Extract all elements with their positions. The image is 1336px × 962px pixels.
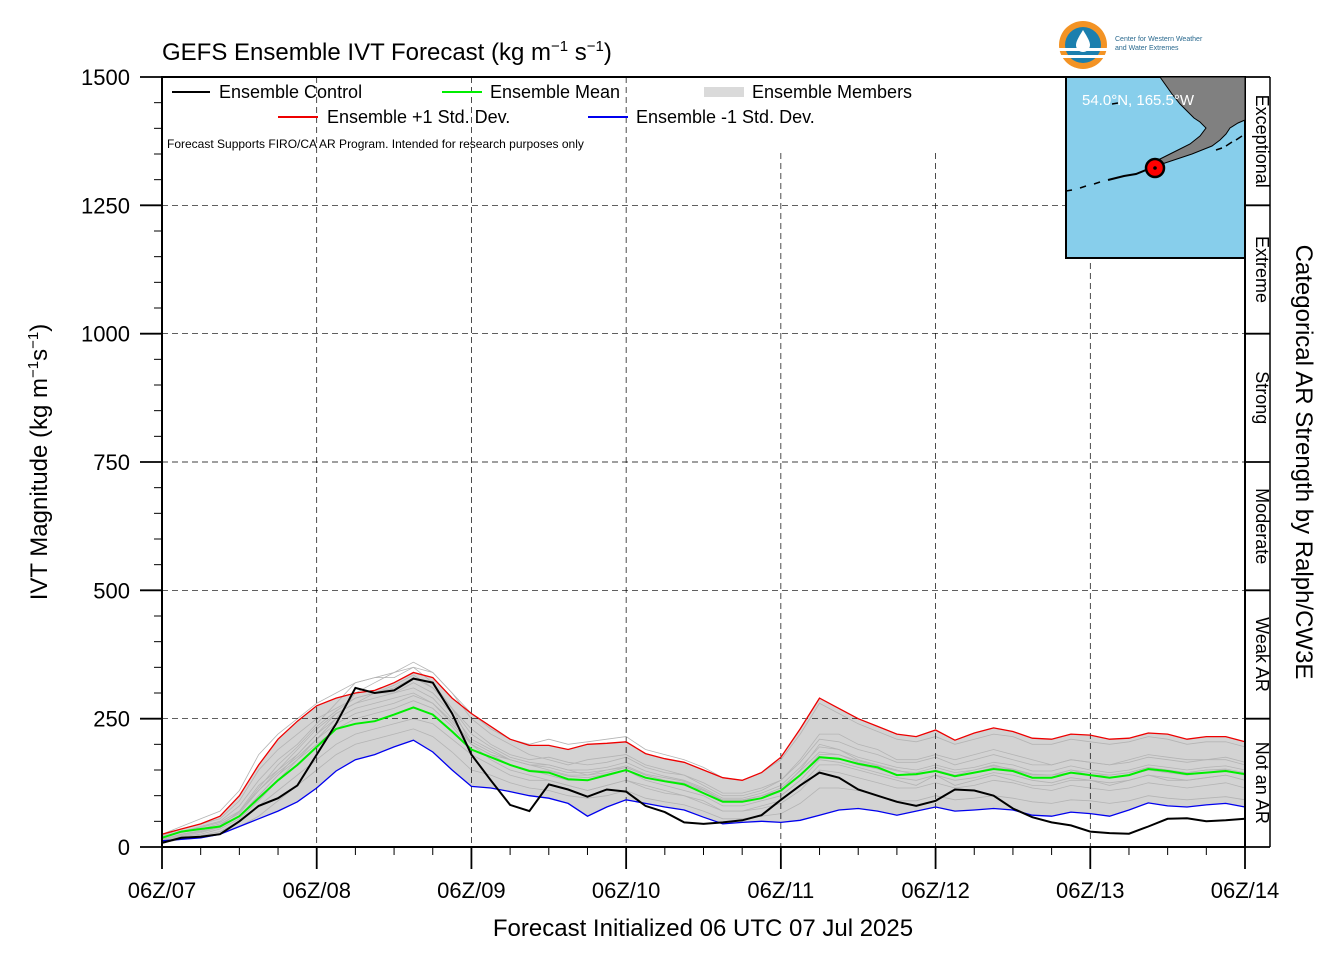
category-label: Strong (1252, 371, 1272, 424)
logo-text-line2: and Water Extremes (1115, 45, 1179, 52)
cw3e-logo: Center for Western Weather and Water Ext… (1059, 21, 1203, 69)
member-line-9 (161, 661, 1246, 835)
plus-std-line (161, 671, 1246, 835)
legend-label-members: Ensemble Members (752, 82, 912, 102)
legend-label-mean: Ensemble Mean (490, 82, 620, 102)
inset-location-label: 54.0°N, 165.5°W (1082, 92, 1195, 109)
x-tick-label: 06Z/11 (747, 878, 814, 903)
x-tick-label: 06Z/13 (1056, 878, 1125, 903)
mean-line (161, 706, 1246, 839)
x-tick-label: 06Z/07 (128, 878, 197, 903)
y-tick-label: 1500 (81, 65, 130, 90)
y-axis-label-part: IVT Magnitude (kg m (26, 378, 53, 600)
category-label: Moderate (1252, 488, 1272, 564)
member-line-7 (161, 677, 1246, 837)
member-line-10 (161, 728, 1246, 844)
y-tick-label: 1000 (81, 322, 130, 347)
water-drop-icon (1076, 30, 1090, 52)
y-axis-label-part: ) (26, 324, 53, 332)
member-line-6 (161, 718, 1246, 843)
x-tick-label: 06Z/09 (437, 878, 506, 903)
y-axis-label-part: −1 (25, 361, 42, 378)
category-label: Not an AR (1252, 742, 1272, 824)
minus-std-line (161, 739, 1246, 842)
y-axis-label: IVT Magnitude (kg m−1s−1) (25, 324, 53, 601)
category-label: Weak AR (1252, 617, 1272, 692)
y-tick-label: 500 (93, 578, 130, 603)
y-tick-label: 750 (93, 450, 130, 475)
plot-area: 0 250 500 750 1000 1250 1500 06Z/07 06Z/08 06Z/09… (25, 65, 1317, 942)
y-axis-label-part: s (26, 349, 53, 361)
y-tick-label: 0 (118, 835, 130, 860)
y-tick-label: 250 (93, 707, 130, 732)
y-axis-label-part: −1 (25, 332, 42, 349)
x-tick-label: 06Z/08 (282, 878, 351, 903)
member-line-11 (161, 674, 1246, 841)
logo-text-line1: Center for Western Weather (1115, 36, 1203, 43)
member-line-12 (161, 695, 1246, 838)
chart-title: GEFS Ensemble IVT Forecast (kg m−1 s−1) (162, 38, 612, 66)
category-label: Extreme (1252, 236, 1272, 303)
legend-label-plus: Ensemble +1 Std. Dev. (327, 107, 510, 127)
disclaimer-note: Forecast Supports FIRO/CA AR Program. In… (167, 137, 584, 151)
x-tick-label: 06Z/14 (1211, 878, 1280, 903)
y-tick-label: 1250 (81, 193, 130, 218)
legend-label-minus: Ensemble -1 Std. Dev. (636, 107, 815, 127)
category-label: Exceptional (1252, 95, 1272, 188)
right-axis-label: Categorical AR Strength by Ralph/CW3E (1290, 245, 1317, 680)
inset-map: 54.0°N, 165.5°W (1065, 76, 1246, 259)
x-axis-label: Forecast Initialized 06 UTC 07 Jul 2025 (493, 915, 913, 942)
legend-label-control: Ensemble Control (219, 82, 362, 102)
control-line (161, 677, 1246, 844)
x-tick-label: 06Z/10 (592, 878, 661, 903)
x-tick-label: 06Z/12 (901, 878, 970, 903)
